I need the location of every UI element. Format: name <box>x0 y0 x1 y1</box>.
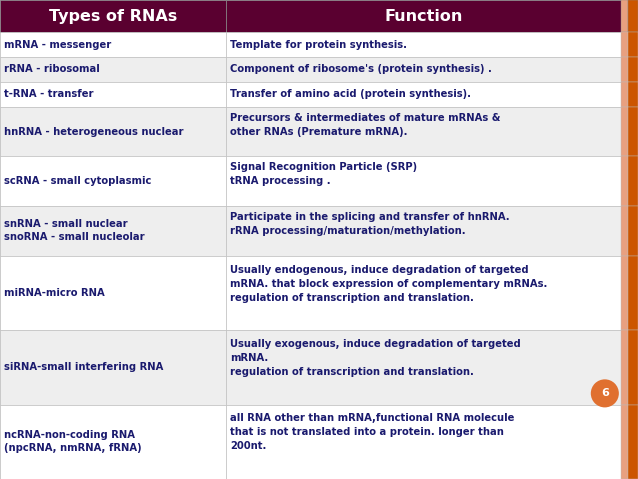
FancyBboxPatch shape <box>628 256 638 330</box>
Text: Precursors & intermediates of mature mRNAs &
other RNAs (Premature mRNA).: Precursors & intermediates of mature mRN… <box>230 113 501 137</box>
FancyBboxPatch shape <box>628 32 638 57</box>
FancyBboxPatch shape <box>0 57 226 82</box>
FancyBboxPatch shape <box>226 32 621 57</box>
FancyBboxPatch shape <box>621 32 628 57</box>
Text: Transfer of amino acid (protein synthesis).: Transfer of amino acid (protein synthesi… <box>230 89 471 99</box>
FancyBboxPatch shape <box>226 330 621 405</box>
Text: miRNA-micro RNA: miRNA-micro RNA <box>4 288 105 298</box>
Text: Function: Function <box>385 9 463 23</box>
Text: siRNA-small interfering RNA: siRNA-small interfering RNA <box>4 362 163 372</box>
Text: Participate in the splicing and transfer of hnRNA.
rRNA processing/maturation/me: Participate in the splicing and transfer… <box>230 212 510 236</box>
FancyBboxPatch shape <box>621 405 628 479</box>
FancyBboxPatch shape <box>628 107 638 156</box>
FancyBboxPatch shape <box>0 32 226 57</box>
FancyBboxPatch shape <box>0 256 226 330</box>
FancyBboxPatch shape <box>0 156 226 206</box>
FancyBboxPatch shape <box>226 57 621 82</box>
Text: mRNA - messenger: mRNA - messenger <box>4 40 111 50</box>
FancyBboxPatch shape <box>621 330 628 405</box>
Text: snRNA - small nuclear
snoRNA - small nucleolar: snRNA - small nuclear snoRNA - small nuc… <box>4 219 144 242</box>
FancyBboxPatch shape <box>628 82 638 107</box>
FancyBboxPatch shape <box>628 330 638 405</box>
FancyBboxPatch shape <box>621 57 628 82</box>
FancyBboxPatch shape <box>226 107 621 156</box>
FancyBboxPatch shape <box>0 107 226 156</box>
FancyBboxPatch shape <box>621 206 628 256</box>
FancyBboxPatch shape <box>628 0 638 32</box>
Text: scRNA - small cytoplasmic: scRNA - small cytoplasmic <box>4 176 151 186</box>
FancyBboxPatch shape <box>621 256 628 330</box>
Text: ncRNA-non-coding RNA
(npcRNA, nmRNA, fRNA): ncRNA-non-coding RNA (npcRNA, nmRNA, fRN… <box>4 430 142 453</box>
Text: Types of RNAs: Types of RNAs <box>49 9 177 23</box>
FancyBboxPatch shape <box>628 57 638 82</box>
Ellipse shape <box>591 379 619 408</box>
Text: rRNA - ribosomal: rRNA - ribosomal <box>4 65 100 75</box>
FancyBboxPatch shape <box>0 330 226 405</box>
FancyBboxPatch shape <box>226 156 621 206</box>
FancyBboxPatch shape <box>0 206 226 256</box>
Text: hnRNA - heterogeneous nuclear: hnRNA - heterogeneous nuclear <box>4 126 183 137</box>
Text: 6: 6 <box>601 388 609 399</box>
FancyBboxPatch shape <box>0 405 226 479</box>
FancyBboxPatch shape <box>226 256 621 330</box>
FancyBboxPatch shape <box>226 82 621 107</box>
FancyBboxPatch shape <box>226 0 621 32</box>
FancyBboxPatch shape <box>621 82 628 107</box>
Text: t-RNA - transfer: t-RNA - transfer <box>4 89 93 99</box>
Text: Usually exogenous, induce degradation of targeted
mRNA.
regulation of transcript: Usually exogenous, induce degradation of… <box>230 339 521 377</box>
FancyBboxPatch shape <box>621 107 628 156</box>
FancyBboxPatch shape <box>621 0 628 32</box>
Text: all RNA other than mRNA,functional RNA molecule
that is not translated into a pr: all RNA other than mRNA,functional RNA m… <box>230 413 515 452</box>
Text: Component of ribosome's (protein synthesis) .: Component of ribosome's (protein synthes… <box>230 65 492 75</box>
FancyBboxPatch shape <box>628 405 638 479</box>
Text: Signal Recognition Particle (SRP)
tRNA processing .: Signal Recognition Particle (SRP) tRNA p… <box>230 162 417 186</box>
FancyBboxPatch shape <box>628 156 638 206</box>
Text: Template for protein synthesis.: Template for protein synthesis. <box>230 40 407 50</box>
FancyBboxPatch shape <box>0 0 226 32</box>
FancyBboxPatch shape <box>621 156 628 206</box>
Text: Usually endogenous, induce degradation of targeted
mRNA. that block expression o: Usually endogenous, induce degradation o… <box>230 264 547 303</box>
FancyBboxPatch shape <box>226 206 621 256</box>
FancyBboxPatch shape <box>0 82 226 107</box>
FancyBboxPatch shape <box>628 206 638 256</box>
FancyBboxPatch shape <box>226 405 621 479</box>
